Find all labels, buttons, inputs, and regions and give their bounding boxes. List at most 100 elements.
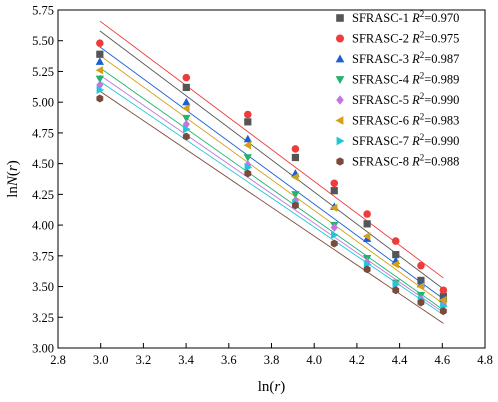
data-point <box>182 132 190 141</box>
fit-lines <box>99 20 444 324</box>
legend-marker <box>336 157 344 166</box>
x-tick-label: 4.2 <box>349 353 365 367</box>
data-point <box>243 134 252 143</box>
data-point <box>96 50 104 58</box>
data-point <box>439 286 448 295</box>
data-point <box>182 73 191 82</box>
legend-marker <box>336 136 345 146</box>
data-point <box>330 239 338 248</box>
data-point <box>330 187 338 195</box>
y-tick-label: 3.00 <box>32 342 54 356</box>
data-point <box>392 279 401 289</box>
data-point <box>244 169 252 178</box>
data-point <box>244 110 252 119</box>
data-point <box>96 85 105 95</box>
data-point <box>95 75 104 84</box>
fit-line <box>99 80 444 316</box>
x-tick-label: 4.0 <box>306 353 322 367</box>
fit-line <box>99 67 444 311</box>
y-tick-label: 4.50 <box>32 157 54 171</box>
data-point <box>291 191 300 199</box>
fit-line <box>99 55 444 305</box>
data-point <box>392 250 400 259</box>
fit-line <box>99 46 444 300</box>
legend-marker <box>336 34 344 43</box>
legend-marker <box>335 76 345 85</box>
x-tick-label: 4.6 <box>434 353 450 367</box>
data-point <box>416 282 425 291</box>
x-tick-label: 4.4 <box>392 353 408 367</box>
legend-marker <box>335 54 345 63</box>
data-point <box>417 298 425 307</box>
data-point <box>362 232 371 241</box>
data-point <box>363 210 371 218</box>
y-tick-label: 5.50 <box>32 34 54 48</box>
x-tick-label: 3.4 <box>178 353 194 367</box>
data-point <box>182 83 190 92</box>
data-point <box>96 39 104 47</box>
data-point <box>182 114 191 123</box>
x-tick-label: 3.0 <box>93 353 109 367</box>
y-tick-label: 3.25 <box>32 311 54 325</box>
data-point <box>291 153 300 162</box>
y-tick-label: 5.00 <box>32 96 54 110</box>
data-point <box>95 66 104 75</box>
x-tick-label: 4.8 <box>477 353 493 367</box>
data-point <box>329 203 338 213</box>
y-axis-title: lnN(r) <box>5 160 21 198</box>
data-point <box>291 145 300 153</box>
data-point <box>391 260 399 269</box>
data-point <box>331 230 339 240</box>
data-point <box>183 125 191 134</box>
data-point <box>291 201 299 210</box>
x-tick-label: 3.8 <box>264 353 280 367</box>
x-axis-ticks: 2.8 3.0 3.2 3.4 3.6 3.8 4.0 4.2 4.4 4.6 4.8 <box>50 343 493 367</box>
y-tick-label: 4.75 <box>32 126 54 140</box>
data-point <box>243 154 252 162</box>
y-tick-label: 3.50 <box>32 280 54 294</box>
legend-entry: SFRASC-4 R2=0.989 <box>352 71 459 87</box>
x-tick-label: 3.2 <box>136 353 152 367</box>
legend: SFRASC-1 R2=0.970 SFRASC-2 R2=0.975 SFRASC… <box>335 9 459 169</box>
data-point <box>363 265 371 274</box>
data-point <box>244 118 252 126</box>
data-point <box>439 295 447 305</box>
fit-line <box>99 90 444 324</box>
data-point <box>330 179 339 188</box>
legend-entry: SFRASC-3 R2=0.987 <box>352 50 459 66</box>
x-tick-label: 2.8 <box>50 353 66 367</box>
data-point <box>291 173 299 182</box>
data-point <box>96 94 104 103</box>
data-point <box>439 307 447 316</box>
data-point <box>330 223 338 233</box>
data-point <box>181 104 190 113</box>
data-point <box>363 220 371 228</box>
y-tick-label: 4.00 <box>32 219 54 233</box>
legend-entry: SFRASC-5 R2=0.990 <box>352 91 459 107</box>
fit-line <box>99 20 444 279</box>
legend-entry: SFRASC-6 R2=0.983 <box>352 112 459 128</box>
legend-entry: SFRASC-2 R2=0.975 <box>352 30 459 46</box>
legend-entry: SFRASC-7 R2=0.990 <box>352 132 459 148</box>
data-point <box>95 57 104 65</box>
y-tick-label: 5.75 <box>32 4 54 18</box>
x-axis-title: ln(r) <box>258 379 286 395</box>
y-axis-ticks: 3.00 3.25 3.50 3.75 4.00 4.25 4.50 4.75 5.00 5.25… <box>32 4 63 356</box>
x-tick-label: 3.6 <box>221 353 237 367</box>
data-point <box>243 141 252 150</box>
legend-entry: SFRASC-8 R2=0.988 <box>352 153 459 169</box>
legend-marker <box>336 95 344 105</box>
y-tick-label: 4.25 <box>32 188 54 202</box>
data-point <box>392 286 400 295</box>
data-point <box>391 237 400 245</box>
data-point <box>244 163 253 172</box>
y-tick-label: 3.75 <box>32 249 54 263</box>
fit-line <box>99 74 444 313</box>
y-tick-label: 5.25 <box>32 65 54 79</box>
legend-entry: SFRASC-1 R2=0.970 <box>352 9 459 25</box>
data-point <box>417 261 425 270</box>
legend-marker <box>336 14 344 22</box>
data-markers <box>95 39 448 316</box>
data-point <box>182 97 191 106</box>
fit-line <box>99 30 444 290</box>
